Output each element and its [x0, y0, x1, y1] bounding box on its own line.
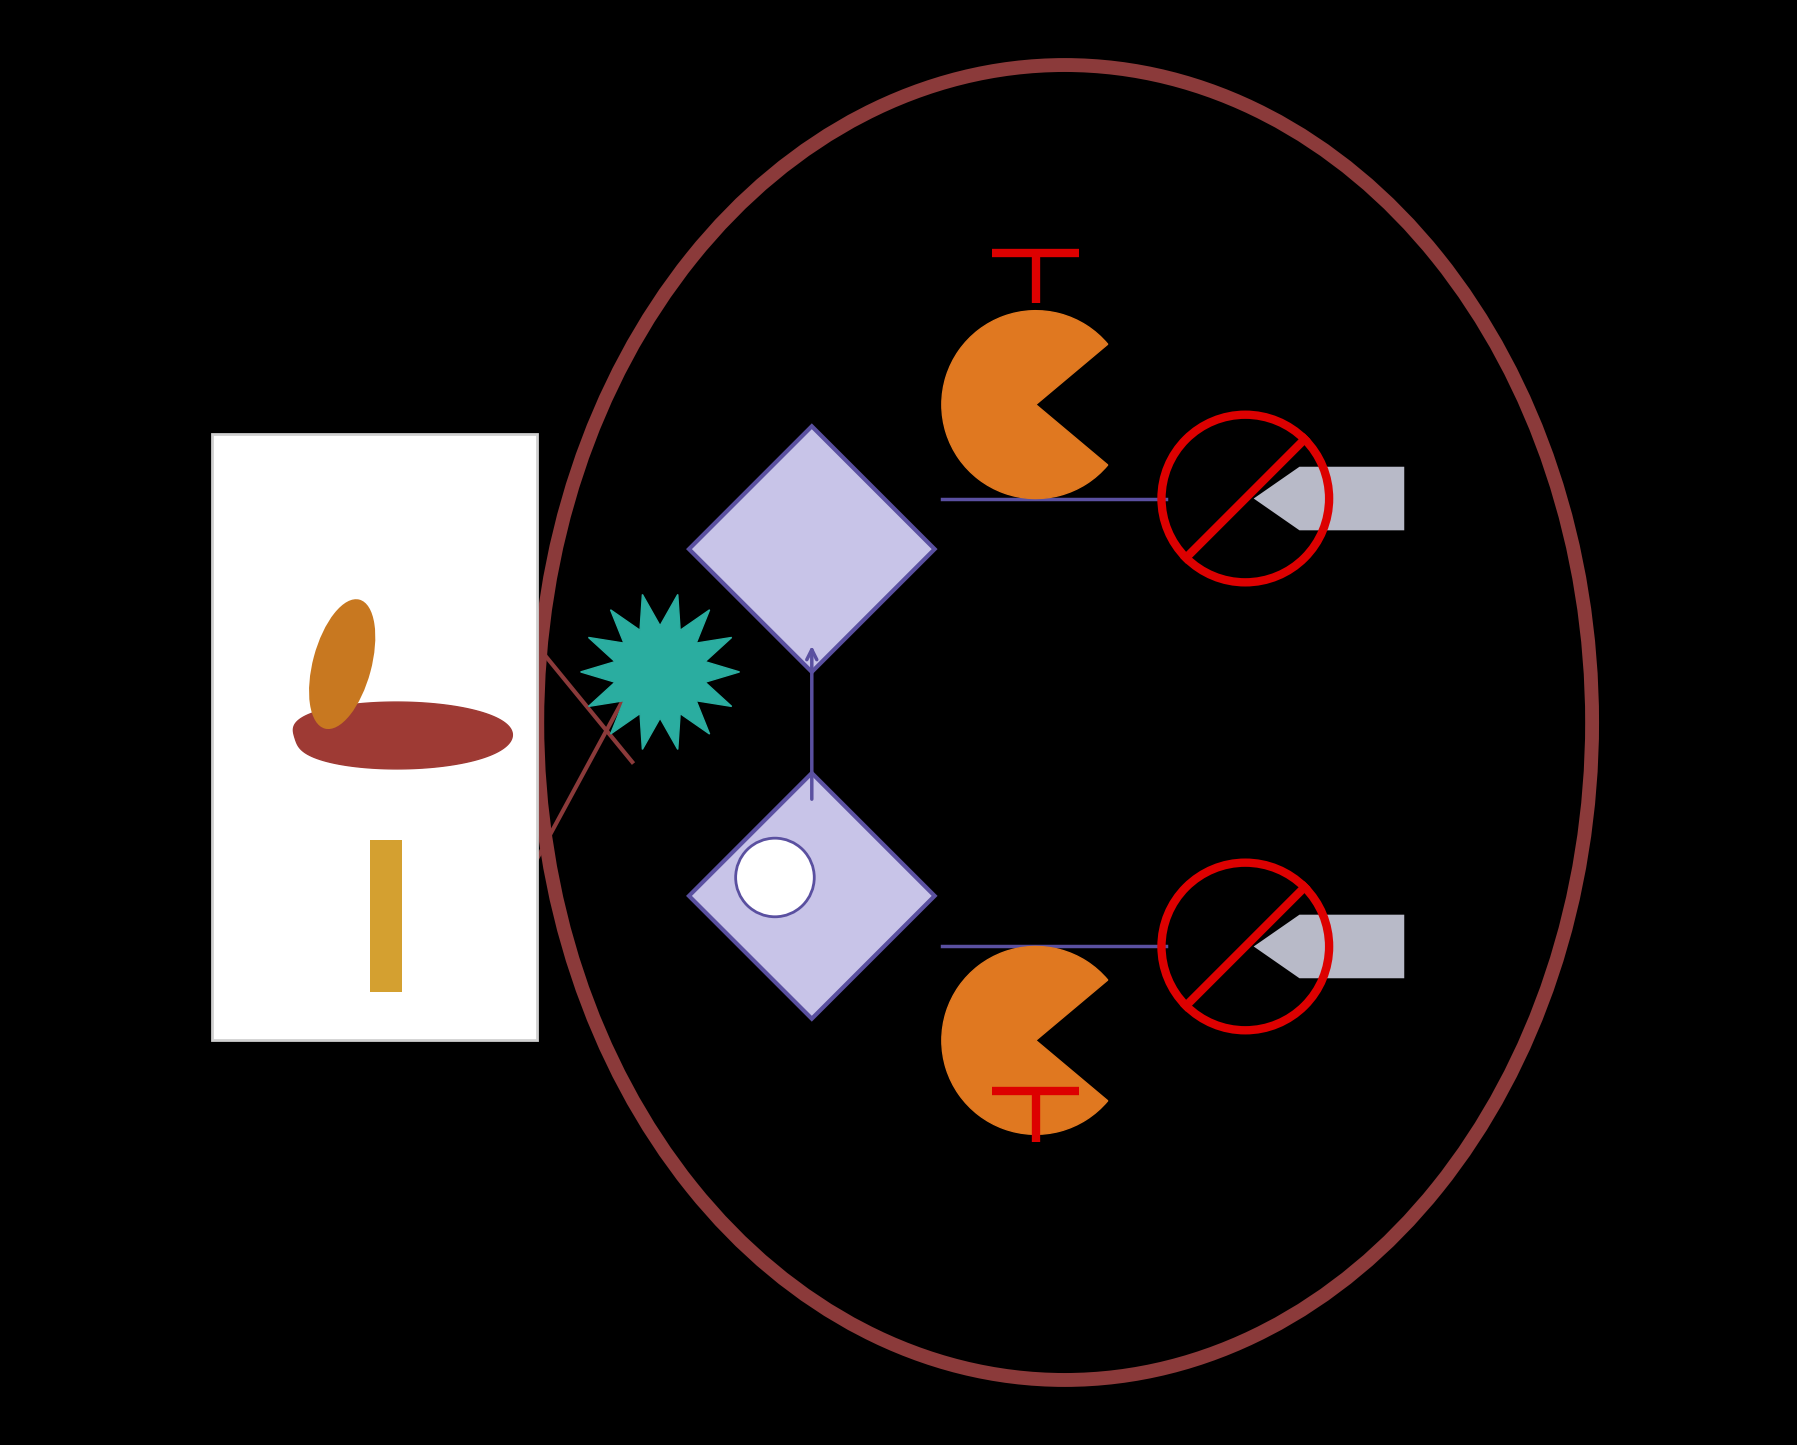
Bar: [370, 840, 388, 991]
Bar: [385, 840, 403, 991]
Polygon shape: [293, 702, 512, 769]
Wedge shape: [942, 311, 1107, 499]
Polygon shape: [1254, 915, 1403, 978]
Wedge shape: [942, 946, 1107, 1134]
Bar: [212, 434, 537, 1040]
Ellipse shape: [309, 600, 376, 730]
Polygon shape: [580, 594, 740, 750]
Polygon shape: [688, 426, 934, 672]
Polygon shape: [688, 773, 934, 1019]
Polygon shape: [1254, 467, 1403, 530]
Circle shape: [735, 838, 814, 916]
